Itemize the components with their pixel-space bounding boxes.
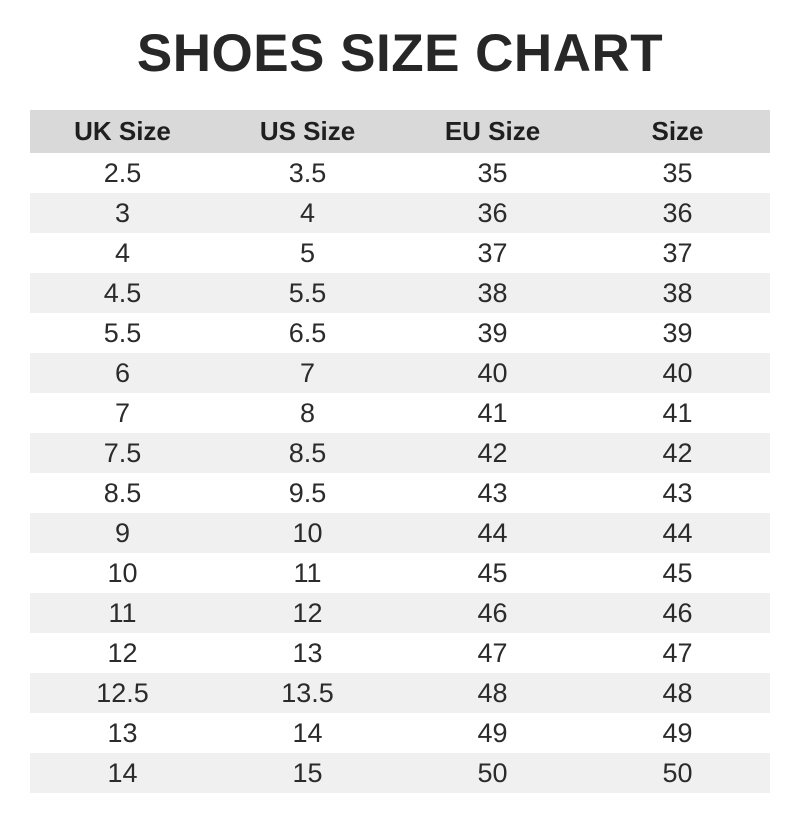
column-header-us-size: US Size: [215, 110, 400, 153]
size-cell: 40: [400, 353, 585, 393]
size-cell: 7.5: [30, 433, 215, 473]
table-row: 5.5 6.5 39 39: [30, 313, 770, 353]
size-cell: 15: [215, 753, 400, 793]
size-cell: 44: [585, 513, 770, 553]
size-cell: 7: [30, 393, 215, 433]
size-cell: 45: [400, 553, 585, 593]
size-cell: 48: [585, 673, 770, 713]
size-cell: 44: [400, 513, 585, 553]
table-row: 6 7 40 40: [30, 353, 770, 393]
table-row: 3 4 36 36: [30, 193, 770, 233]
size-cell: 8.5: [30, 473, 215, 513]
size-cell: 39: [585, 313, 770, 353]
size-cell: 13.5: [215, 673, 400, 713]
table-row: 10 11 45 45: [30, 553, 770, 593]
size-cell: 45: [585, 553, 770, 593]
size-cell: 9: [30, 513, 215, 553]
size-cell: 5: [215, 233, 400, 273]
size-cell: 43: [585, 473, 770, 513]
size-cell: 37: [400, 233, 585, 273]
table-row: 12 13 47 47: [30, 633, 770, 673]
table-row: 12.5 13.5 48 48: [30, 673, 770, 713]
size-cell: 6.5: [215, 313, 400, 353]
size-cell: 3: [30, 193, 215, 233]
size-table-body: 2.5 3.5 35 35 3 4 36 36 4 5 37 37 4.5 5.5 38 38 5.5 6.5 39…: [30, 153, 770, 793]
size-cell: 6: [30, 353, 215, 393]
size-cell: 10: [215, 513, 400, 553]
size-cell: 42: [400, 433, 585, 473]
column-header-size: Size: [585, 110, 770, 153]
size-cell: 47: [400, 633, 585, 673]
table-row: 8.5 9.5 43 43: [30, 473, 770, 513]
size-cell: 41: [585, 393, 770, 433]
table-row: 7 8 41 41: [30, 393, 770, 433]
size-cell: 50: [585, 753, 770, 793]
size-cell: 5.5: [215, 273, 400, 313]
size-cell: 11: [215, 553, 400, 593]
size-cell: 9.5: [215, 473, 400, 513]
size-cell: 36: [585, 193, 770, 233]
table-row: 9 10 44 44: [30, 513, 770, 553]
size-cell: 4: [215, 193, 400, 233]
size-cell: 12: [215, 593, 400, 633]
size-chart-table: UK Size US Size EU Size Size 2.5 3.5 35 35 3…: [30, 110, 770, 793]
size-cell: 10: [30, 553, 215, 593]
table-row: 4 5 37 37: [30, 233, 770, 273]
column-header-eu-size: EU Size: [400, 110, 585, 153]
size-cell: 48: [400, 673, 585, 713]
size-cell: 4: [30, 233, 215, 273]
table-row: 4.5 5.5 38 38: [30, 273, 770, 313]
table-row: 11 12 46 46: [30, 593, 770, 633]
size-cell: 8: [215, 393, 400, 433]
size-cell: 38: [585, 273, 770, 313]
size-cell: 2.5: [30, 153, 215, 193]
page-title: SHOES SIZE CHART: [136, 24, 664, 83]
size-cell: 11: [30, 593, 215, 633]
size-cell: 40: [585, 353, 770, 393]
size-cell: 36: [400, 193, 585, 233]
column-header-uk-size: UK Size: [30, 110, 215, 153]
size-cell: 46: [400, 593, 585, 633]
size-cell: 14: [215, 713, 400, 753]
size-cell: 13: [215, 633, 400, 673]
table-row: 13 14 49 49: [30, 713, 770, 753]
header-row: UK Size US Size EU Size Size: [30, 110, 770, 153]
size-cell: 35: [400, 153, 585, 193]
size-cell: 4.5: [30, 273, 215, 313]
size-cell: 49: [400, 713, 585, 753]
table-row: 7.5 8.5 42 42: [30, 433, 770, 473]
size-cell: 3.5: [215, 153, 400, 193]
size-cell: 35: [585, 153, 770, 193]
size-cell: 13: [30, 713, 215, 753]
size-cell: 46: [585, 593, 770, 633]
size-cell: 43: [400, 473, 585, 513]
size-cell: 50: [400, 753, 585, 793]
size-cell: 39: [400, 313, 585, 353]
size-cell: 7: [215, 353, 400, 393]
size-cell: 41: [400, 393, 585, 433]
table-header: UK Size US Size EU Size Size: [30, 110, 770, 153]
size-cell: 12: [30, 633, 215, 673]
size-cell: 8.5: [215, 433, 400, 473]
table-row: 2.5 3.5 35 35: [30, 153, 770, 193]
size-cell: 49: [585, 713, 770, 753]
size-cell: 47: [585, 633, 770, 673]
size-cell: 12.5: [30, 673, 215, 713]
size-chart-page: SHOES SIZE CHART UK Size US Size EU Size…: [0, 27, 800, 827]
size-cell: 37: [585, 233, 770, 273]
size-cell: 5.5: [30, 313, 215, 353]
size-cell: 38: [400, 273, 585, 313]
size-cell: 42: [585, 433, 770, 473]
size-cell: 14: [30, 753, 215, 793]
table-row: 14 15 50 50: [30, 753, 770, 793]
